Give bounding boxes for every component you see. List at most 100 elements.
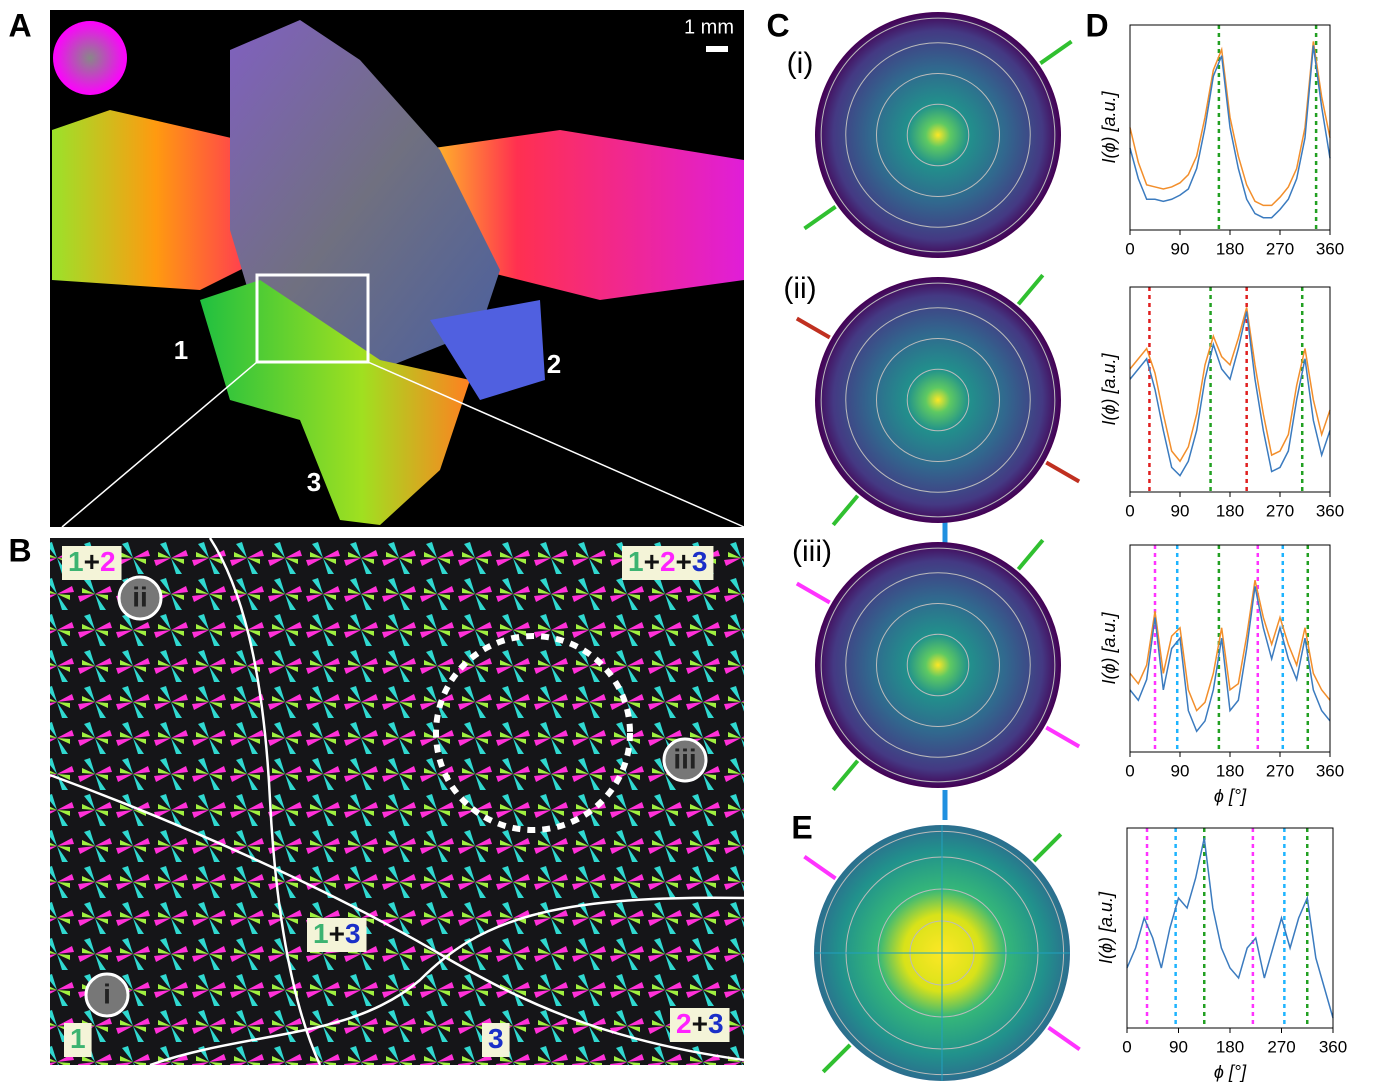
direction-stub <box>1045 725 1081 749</box>
zone-label-part: 3 <box>488 1023 504 1054</box>
zone-label: 1+2+3 <box>628 546 707 577</box>
highlight-circle <box>433 633 633 833</box>
direction-stub <box>803 205 837 231</box>
direction-stub <box>1016 538 1045 571</box>
panel-label: B <box>8 532 31 568</box>
zone-label: 3 <box>488 1023 504 1054</box>
direction-stub <box>803 855 837 881</box>
zone-label-box <box>670 1008 730 1042</box>
panel-label: A <box>8 7 31 43</box>
ring <box>906 103 970 167</box>
intensity-line <box>1129 307 1331 463</box>
zone-label-part: 3 <box>708 1008 724 1039</box>
panel-label: D <box>1085 7 1108 43</box>
x-tick-label: 360 <box>1319 1037 1347 1056</box>
zone-label-part: 1 <box>70 1023 86 1054</box>
zone-label: 1+3 <box>313 918 361 949</box>
point-label: ii <box>132 581 148 612</box>
zone-label-part: 1 <box>68 546 84 577</box>
direction-stub <box>1039 39 1073 65</box>
zone-label-part: + <box>692 1008 708 1039</box>
ring <box>845 572 1031 758</box>
direction-stub <box>795 581 831 605</box>
point-marker <box>662 737 708 783</box>
intensity-line <box>1129 41 1331 207</box>
x-axis-label: ϕ [°] <box>1214 786 1247 806</box>
x-tick-label: 270 <box>1267 1037 1295 1056</box>
zone-label-part: 1 <box>313 918 329 949</box>
direction-stub <box>795 316 831 340</box>
plot-frame <box>1126 827 1334 1029</box>
y-axis-label: I(ϕ) [a.u.] <box>1099 90 1119 163</box>
boundary <box>149 896 745 1067</box>
ring <box>876 603 1000 727</box>
x-tick-label: 0 <box>1125 761 1134 780</box>
region-left <box>52 110 260 290</box>
diffraction-pattern <box>815 542 1061 788</box>
point-label: i <box>103 978 111 1009</box>
boundary <box>49 773 745 1062</box>
orientation-map <box>50 538 744 1065</box>
ring <box>845 42 1031 228</box>
zone-label-box <box>482 1023 510 1057</box>
point-marker <box>117 575 163 621</box>
pattern-label: (iii) <box>792 535 832 568</box>
zoom-line <box>367 361 745 528</box>
zone-label-box <box>622 546 714 580</box>
y-axis-label: I(ϕ) [a.u.] <box>1099 352 1119 425</box>
panel-b <box>49 537 745 1067</box>
intensity-line <box>1129 311 1331 477</box>
x-tick-label: 270 <box>1266 761 1294 780</box>
panel-label: C <box>766 7 789 43</box>
zone-label-part: + <box>84 546 100 577</box>
x-tick-label: 0 <box>1122 1037 1131 1056</box>
region-label: 2 <box>547 349 561 379</box>
direction-stub <box>1016 273 1045 306</box>
zone-label-box <box>62 546 122 580</box>
zone-label-part: + <box>676 546 692 577</box>
pattern-label: (ii) <box>783 272 816 305</box>
panel-a: 1 mm 1 2 3 <box>50 10 745 528</box>
direction-stub <box>821 1043 852 1074</box>
zone-label-box <box>307 918 367 952</box>
zone-label-part: + <box>329 918 345 949</box>
scale-bar-label: 1 mm <box>684 16 734 38</box>
ring <box>820 547 1056 783</box>
x-axis-label: ϕ [°] <box>1214 1062 1247 1082</box>
color-wheel <box>53 21 127 95</box>
zone-label: 1+2 <box>68 546 116 577</box>
pattern-label: (i) <box>787 47 814 80</box>
zone-label-part: 3 <box>692 546 708 577</box>
x-tick-label: 360 <box>1316 501 1344 520</box>
intensity-line <box>1129 45 1331 219</box>
x-tick-label: 180 <box>1216 239 1244 258</box>
direction-stub <box>831 759 860 792</box>
x-tick-label: 180 <box>1216 501 1244 520</box>
x-tick-label: 0 <box>1125 501 1134 520</box>
region-center <box>230 20 500 370</box>
x-tick-label: 360 <box>1316 761 1344 780</box>
zone-label: 1 <box>70 1023 86 1054</box>
x-tick-label: 90 <box>1169 1037 1188 1056</box>
x-tick-label: 180 <box>1216 1037 1244 1056</box>
region-right <box>420 130 744 300</box>
x-tick-label: 360 <box>1316 239 1344 258</box>
zone-label-part: 2 <box>676 1008 692 1039</box>
zoom-box <box>255 273 370 364</box>
direction-stub <box>1032 832 1063 863</box>
ring <box>876 73 1000 197</box>
zone-label-part: 1 <box>628 546 644 577</box>
intensity-line <box>1129 580 1331 712</box>
zone-label-part: + <box>644 546 660 577</box>
x-tick-label: 0 <box>1125 239 1134 258</box>
zone-label-part: 3 <box>345 918 361 949</box>
ring <box>906 633 970 697</box>
ring <box>906 368 970 432</box>
intensity-line <box>1126 837 1334 1019</box>
scale-bar <box>706 46 728 52</box>
direction-stub <box>1045 460 1081 484</box>
ring <box>820 282 1056 518</box>
zone-label: 2+3 <box>676 1008 724 1039</box>
x-tick-label: 270 <box>1266 239 1294 258</box>
x-tick-label: 90 <box>1171 761 1190 780</box>
